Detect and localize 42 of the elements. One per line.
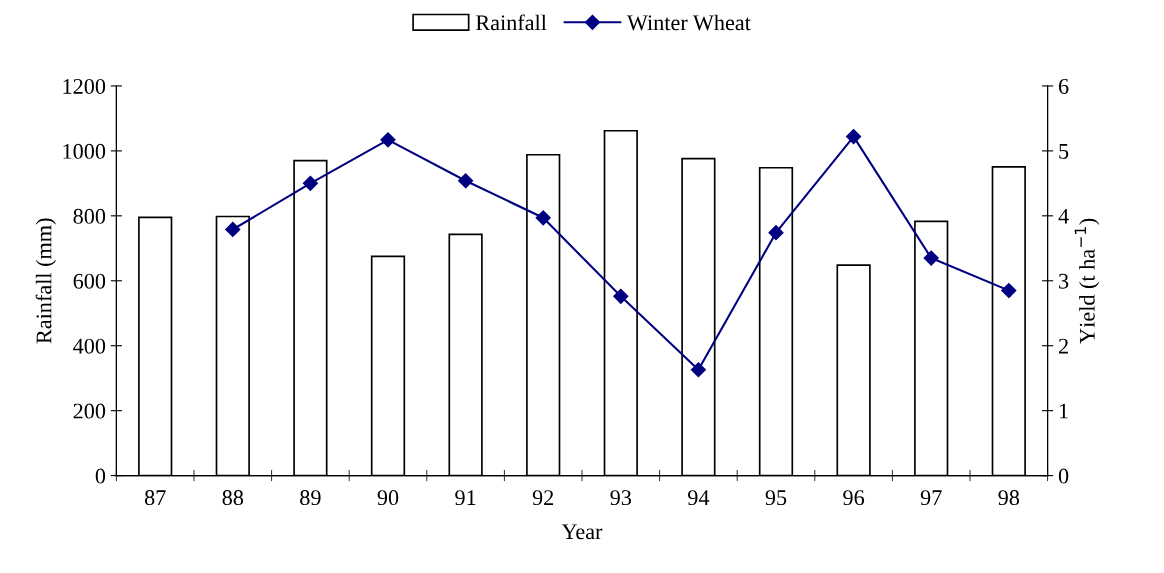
- y2-axis-title: Yield (t ha$^{−1}$): [1074, 218, 1100, 344]
- point: [1001, 282, 1017, 299]
- point: [846, 129, 862, 145]
- point: [690, 362, 706, 378]
- x-tick-label: 87: [144, 490, 166, 506]
- y2-tick-label: 6: [1058, 78, 1069, 94]
- y-tick-label: 1000: [63, 143, 106, 159]
- x-axis-title: Year: [561, 524, 603, 540]
- point: [923, 250, 939, 266]
- y2-tick-label: 2: [1058, 338, 1068, 354]
- point: [380, 132, 396, 148]
- point: [613, 288, 629, 304]
- x-tick-label: 96: [843, 490, 865, 506]
- point: [768, 225, 784, 241]
- point: [458, 173, 474, 189]
- y-tick-label: 800: [73, 208, 106, 224]
- x-tick-label: 94: [688, 490, 710, 506]
- x-tick-label: 92: [532, 490, 554, 506]
- point: [302, 175, 318, 191]
- x-tick-label: 97: [920, 490, 942, 506]
- y2-tick-label: 4: [1058, 208, 1069, 224]
- point: [535, 210, 551, 226]
- x-tick-label: 89: [300, 490, 321, 506]
- y-tick-label: 400: [73, 338, 106, 354]
- x-tick-label: 91: [455, 490, 476, 506]
- y2-tick-label: 5: [1059, 144, 1069, 159]
- y-tick-label: 200: [73, 403, 106, 419]
- legend-label: Winter Wheat: [626, 14, 751, 31]
- x-tick-label: 95: [765, 490, 787, 506]
- x-tick-label: 98: [998, 490, 1020, 506]
- x-tick-label: 90: [377, 490, 399, 506]
- legend-label: Rainfall: [475, 14, 547, 31]
- y-tick-label: 1200: [63, 78, 106, 94]
- x-tick-label: 93: [610, 490, 632, 506]
- y2-tick-label: 0: [1058, 468, 1069, 484]
- y-axis-title: Rainfall (mm): [35, 218, 56, 344]
- y2-tick-label: 1: [1059, 403, 1068, 419]
- y2-tick-label: 3: [1059, 273, 1069, 289]
- y-tick-label: 600: [73, 273, 106, 289]
- point: [225, 221, 241, 238]
- x-tick-label: 88: [222, 490, 244, 506]
- y-tick-label: 0: [95, 468, 106, 484]
